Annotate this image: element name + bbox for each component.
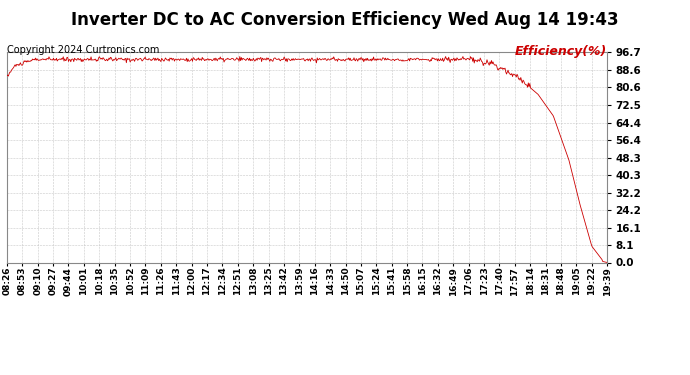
Text: Inverter DC to AC Conversion Efficiency Wed Aug 14 19:43: Inverter DC to AC Conversion Efficiency … [71, 11, 619, 29]
Text: Efficiency(%): Efficiency(%) [515, 45, 607, 58]
Text: Copyright 2024 Curtronics.com: Copyright 2024 Curtronics.com [7, 45, 159, 55]
